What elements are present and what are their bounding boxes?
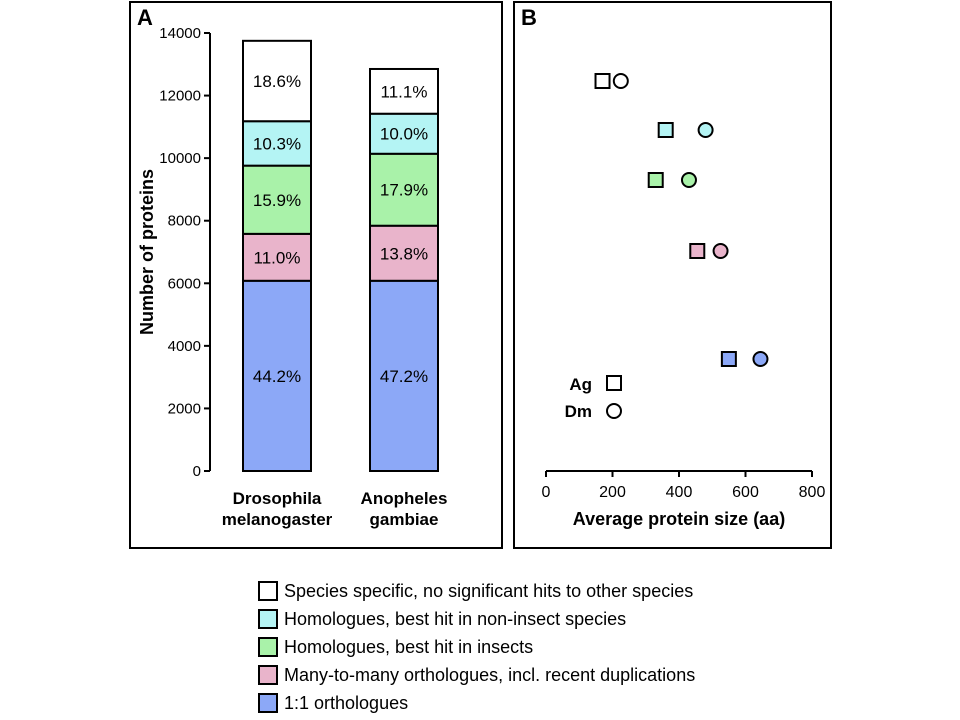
bar-segment-non-insect [369,112,439,155]
bar-segment-label: 47.2% [380,367,428,386]
bar-segment-label: 11.0% [254,248,301,267]
legend: Species specific, no significant hits to… [258,577,695,717]
key-label-dm: Dm [565,402,592,421]
x-tick-label: 800 [799,484,826,501]
y-axis-title: Number of proteins [137,169,157,335]
dm-point-many-to-many [712,243,729,259]
legend-swatch [258,637,278,657]
y-tick-label: 8000 [168,213,201,230]
category-label: gambiae [370,510,439,529]
bar-segment-insects [369,152,439,227]
legend-swatch [258,609,278,629]
legend-item-many-to-many: Many-to-many orthologues, incl. recent d… [258,661,695,689]
y-tick-label: 4000 [168,338,201,355]
bar-segment-label: 13.8% [380,244,428,263]
y-tick-label: 6000 [168,275,201,292]
legend-label: 1:1 orthologues [284,692,409,713]
y-tick-label: 14000 [159,25,201,42]
category-label: melanogaster [222,510,333,529]
panel-a: A [129,1,503,549]
bar-segment-label: 10.3% [253,134,301,153]
bar-segment-species-specific [369,67,439,115]
ag-point-species-specific [594,73,611,89]
legend-label: Homologues, best hit in insects [284,636,534,657]
legend-swatch [258,581,278,601]
bar-segment-label: 44.2% [253,367,301,386]
ag-point-insects [647,172,664,188]
key-circle-marker [606,403,622,419]
legend-item-non-insect: Homologues, best hit in non-insect speci… [258,605,695,633]
bar-segment-label: 15.9% [253,191,301,210]
y-tick-label: 10000 [159,150,201,167]
bar-segment-many-to-many [242,232,312,282]
bar-segment-one-to-one [242,279,312,473]
ag-point-many-to-many [689,243,706,259]
y-tick-label: 2000 [168,400,201,417]
bar-segment-many-to-many [369,224,439,282]
bar-segment-species-specific [242,39,312,123]
ag-point-one-to-one [720,351,737,367]
legend-item-one-to-one: 1:1 orthologues [258,689,695,717]
x-tick-label: 200 [599,484,626,501]
panel-a-label: A [137,5,153,30]
x-tick-label: 400 [666,484,693,501]
panel-b: B [513,1,832,549]
ag-point-non-insect [657,122,674,138]
bar-segment-label: 17.9% [380,181,428,200]
key-label-ag: Ag [569,375,592,394]
dm-point-insects [680,172,697,188]
dm-point-non-insect [697,122,714,138]
legend-item-insects: Homologues, best hit in insects [258,633,695,661]
bar-segment-label: 18.6% [253,72,301,91]
x-tick-label: 0 [542,484,551,501]
bar-segment-label: 11.1% [381,82,428,101]
legend-label: Species specific, no significant hits to… [284,580,694,601]
x-tick-label: 600 [732,484,759,501]
y-tick-label: 12000 [159,88,201,105]
legend-label: Homologues, best hit in non-insect speci… [284,608,627,629]
key-square-marker [606,375,622,391]
legend-swatch [258,665,278,685]
dm-point-one-to-one [752,351,769,367]
legend-label: Many-to-many orthologues, incl. recent d… [284,664,696,685]
category-label: Drosophila [233,489,322,508]
legend-item-species-specific: Species specific, no significant hits to… [258,577,695,605]
dm-point-species-specific [612,73,629,89]
bar-segment-one-to-one [369,279,439,473]
y-tick-label: 0 [193,463,201,480]
category-label: Anopheles [361,489,448,508]
x-axis-title: Average protein size (aa) [573,509,785,529]
bar-segment-label: 10.0% [380,125,428,144]
legend-swatch [258,693,278,713]
panel-b-label: B [521,5,537,30]
